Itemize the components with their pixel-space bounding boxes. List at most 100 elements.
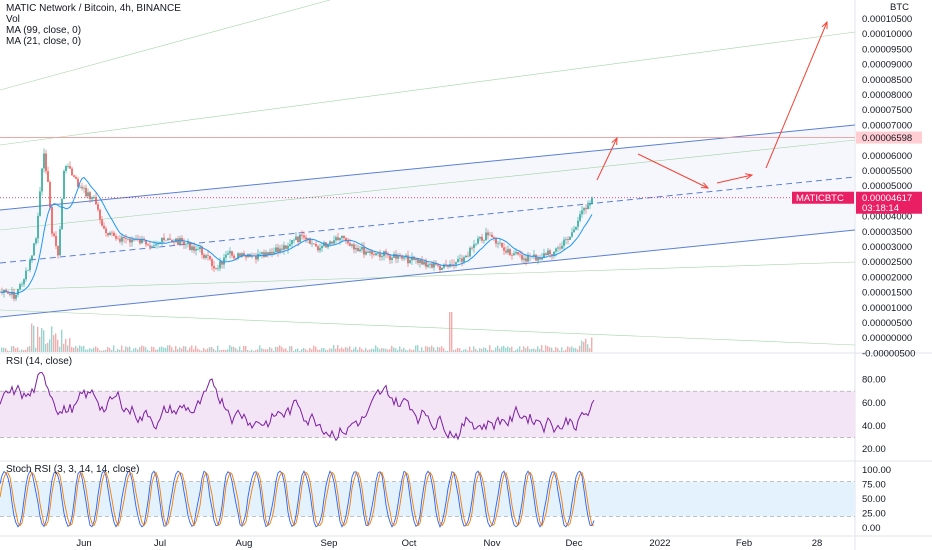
volume-bar — [377, 347, 379, 352]
volume-bar — [371, 348, 373, 352]
volume-bar — [179, 347, 181, 352]
candle-body — [299, 234, 301, 243]
volume-bar — [41, 327, 43, 352]
candle-body — [267, 252, 269, 255]
volume-bar — [119, 349, 121, 352]
candle-body — [291, 240, 293, 245]
ma99-legend[interactable]: MA (99, close, 0) — [6, 25, 82, 36]
volume-bar — [311, 349, 313, 352]
time-label: Nov — [484, 538, 501, 549]
volume-bar — [529, 349, 531, 352]
volume-bar — [185, 346, 187, 352]
volume-bar — [121, 345, 123, 352]
candle-body — [527, 255, 529, 262]
volume-bar — [447, 350, 449, 352]
candle-body — [571, 232, 573, 237]
arrow-head — [821, 20, 828, 30]
volume-bar — [127, 347, 129, 352]
volume-bar — [541, 345, 543, 352]
stoch-k-line — [0, 470, 595, 528]
arrow-line — [765, 21, 828, 169]
volume-bar — [347, 347, 349, 352]
volume-bar — [59, 346, 61, 352]
volume-bar — [457, 347, 459, 352]
arrow-head — [611, 136, 618, 146]
volume-bar — [265, 349, 267, 352]
stoch-tick-label: 0.00 — [862, 523, 881, 534]
volume-bar — [257, 349, 259, 352]
volume-bar — [319, 349, 321, 352]
candle-body — [561, 245, 563, 249]
candle-body — [509, 249, 511, 256]
candle-body — [535, 254, 537, 261]
candle-body — [201, 247, 203, 255]
candle-body — [73, 175, 75, 177]
volume-bar — [289, 346, 291, 352]
volume-bar — [423, 350, 425, 352]
candle-body — [283, 245, 285, 250]
level-label-bg — [856, 131, 922, 144]
price-axis[interactable]: 0.00010500 0.00010000 0.00009500 0.00009000… — [792, 2, 922, 534]
candle-body — [67, 165, 69, 167]
volume-bar — [55, 333, 57, 352]
volume-bar — [425, 346, 427, 352]
volume-bar — [299, 350, 301, 352]
volume-bar — [409, 348, 411, 352]
candle-body — [359, 249, 361, 252]
volume-bar — [75, 345, 77, 352]
volume-bar — [23, 350, 25, 352]
volume-bar — [357, 349, 359, 352]
candle-body — [365, 251, 367, 255]
candle-body — [139, 238, 141, 244]
volume-bar — [381, 348, 383, 352]
volume-bar — [331, 348, 333, 352]
volume-bar — [475, 349, 477, 352]
candle-body — [13, 291, 15, 299]
volume-bar — [309, 347, 311, 352]
volume-bar — [163, 347, 165, 352]
volume-bar — [591, 337, 593, 352]
volume-bar — [217, 345, 219, 352]
volume-bar — [219, 350, 221, 352]
volume-bar — [521, 350, 523, 352]
ma21-legend[interactable]: MA (21, close, 0) — [6, 36, 82, 47]
candle-body — [27, 269, 29, 271]
volume-bar — [465, 348, 467, 352]
candle-body — [133, 239, 135, 241]
candle-body — [233, 255, 235, 259]
time-axis[interactable]: Jun Jul Aug Sep Oct Nov Dec 2022 Feb 28 — [76, 538, 822, 549]
candle-body — [225, 254, 227, 258]
volume-bar — [105, 349, 107, 352]
stoch-rsi-indicator — [0, 470, 855, 528]
price-tick-label: 0.00004000 — [862, 212, 912, 223]
volume-bar — [63, 343, 65, 352]
volume-bar — [323, 347, 325, 352]
volume-bar — [223, 349, 225, 352]
volume-bar — [215, 350, 217, 352]
candle-body — [105, 228, 107, 233]
volume-bar — [5, 348, 7, 352]
volume-bar — [209, 347, 211, 352]
candle-body — [173, 241, 175, 243]
volume-bar — [437, 346, 439, 352]
candle-body — [241, 253, 243, 257]
volume-bar — [167, 345, 169, 352]
volume-bar — [481, 348, 483, 352]
volume-bar — [459, 348, 461, 352]
candle-body — [167, 238, 169, 240]
candle-body — [221, 261, 223, 265]
volume-bar — [543, 350, 545, 352]
volume-bar — [165, 347, 167, 352]
fan-line — [0, 139, 856, 231]
volume-bar — [555, 346, 557, 352]
volume-legend[interactable]: Vol — [6, 14, 20, 25]
volume-bar — [485, 347, 487, 352]
volume-bar — [401, 349, 403, 352]
rsi-pane-title[interactable]: RSI (14, close) — [6, 356, 73, 367]
stoch-pane-title[interactable]: Stoch RSI (3, 3, 14, 14, close) — [6, 464, 140, 475]
symbol-title[interactable]: MATIC Network / Bitcoin, 4h, BINANCE — [6, 3, 181, 14]
volume-bar — [337, 345, 339, 352]
volume-bar — [13, 346, 15, 352]
volume-bar — [97, 347, 99, 352]
